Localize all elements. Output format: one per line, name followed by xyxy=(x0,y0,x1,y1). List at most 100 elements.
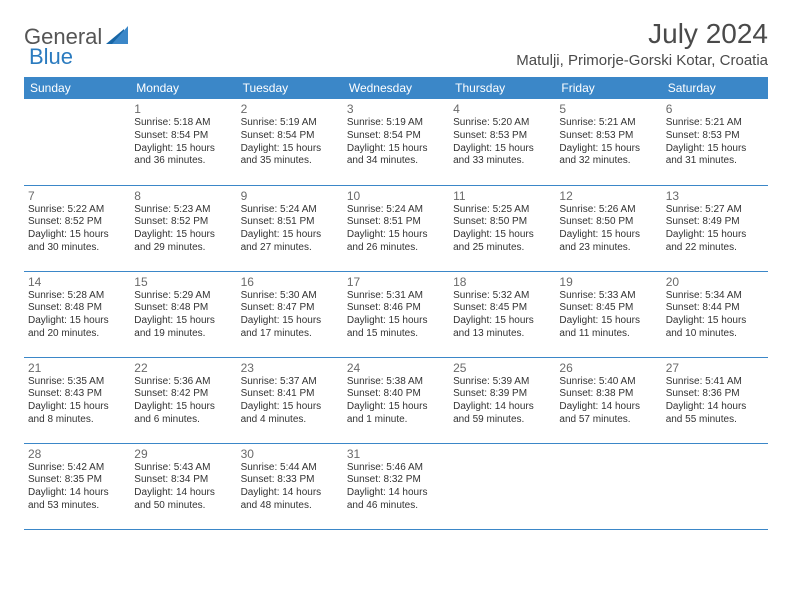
weekday-header-row: Sunday Monday Tuesday Wednesday Thursday… xyxy=(24,77,768,99)
day-info-line: Daylight: 14 hours xyxy=(241,487,339,500)
day-info-line: Daylight: 15 hours xyxy=(241,315,339,328)
day-info-line: Sunset: 8:32 PM xyxy=(347,474,445,487)
day-info-line: Daylight: 14 hours xyxy=(666,401,764,414)
day-info-line: Daylight: 15 hours xyxy=(134,315,232,328)
day-info: Sunrise: 5:44 AMSunset: 8:33 PMDaylight:… xyxy=(241,462,339,513)
day-info-line: and 23 minutes. xyxy=(559,242,657,255)
calendar-day-cell xyxy=(555,443,661,529)
day-info: Sunrise: 5:27 AMSunset: 8:49 PMDaylight:… xyxy=(666,204,764,255)
day-info-line: Sunrise: 5:31 AM xyxy=(347,290,445,303)
day-info-line: and 34 minutes. xyxy=(347,155,445,168)
day-info-line: Sunrise: 5:21 AM xyxy=(666,117,764,130)
calendar-day-cell: 30Sunrise: 5:44 AMSunset: 8:33 PMDayligh… xyxy=(237,443,343,529)
day-info-line: and 48 minutes. xyxy=(241,500,339,513)
day-info-line: Daylight: 15 hours xyxy=(666,315,764,328)
day-number: 10 xyxy=(347,189,445,203)
day-info-line: Sunset: 8:40 PM xyxy=(347,388,445,401)
calendar-day-cell: 20Sunrise: 5:34 AMSunset: 8:44 PMDayligh… xyxy=(662,271,768,357)
day-info-line: Sunset: 8:34 PM xyxy=(134,474,232,487)
day-info-line: Sunset: 8:35 PM xyxy=(28,474,126,487)
day-info-line: and 17 minutes. xyxy=(241,328,339,341)
day-info-line: Sunrise: 5:22 AM xyxy=(28,204,126,217)
day-info-line: Daylight: 15 hours xyxy=(347,401,445,414)
day-info-line: Sunset: 8:53 PM xyxy=(559,130,657,143)
day-info-line: Sunset: 8:39 PM xyxy=(453,388,551,401)
day-info-line: and 19 minutes. xyxy=(134,328,232,341)
day-info: Sunrise: 5:41 AMSunset: 8:36 PMDaylight:… xyxy=(666,376,764,427)
day-info-line: Sunset: 8:48 PM xyxy=(134,302,232,315)
day-info-line: and 26 minutes. xyxy=(347,242,445,255)
day-info: Sunrise: 5:36 AMSunset: 8:42 PMDaylight:… xyxy=(134,376,232,427)
calendar-day-cell: 29Sunrise: 5:43 AMSunset: 8:34 PMDayligh… xyxy=(130,443,236,529)
day-number: 17 xyxy=(347,275,445,289)
day-info-line: Daylight: 15 hours xyxy=(453,315,551,328)
day-info: Sunrise: 5:19 AMSunset: 8:54 PMDaylight:… xyxy=(347,117,445,168)
calendar-day-cell: 8Sunrise: 5:23 AMSunset: 8:52 PMDaylight… xyxy=(130,185,236,271)
day-info-line: Sunrise: 5:37 AM xyxy=(241,376,339,389)
day-info-line: Sunset: 8:54 PM xyxy=(134,130,232,143)
day-info-line: Sunset: 8:41 PM xyxy=(241,388,339,401)
day-info: Sunrise: 5:26 AMSunset: 8:50 PMDaylight:… xyxy=(559,204,657,255)
day-info-line: Sunset: 8:33 PM xyxy=(241,474,339,487)
day-info-line: Sunrise: 5:38 AM xyxy=(347,376,445,389)
day-info-line: and 57 minutes. xyxy=(559,414,657,427)
day-info: Sunrise: 5:39 AMSunset: 8:39 PMDaylight:… xyxy=(453,376,551,427)
day-info: Sunrise: 5:33 AMSunset: 8:45 PMDaylight:… xyxy=(559,290,657,341)
day-info-line: and 32 minutes. xyxy=(559,155,657,168)
day-info: Sunrise: 5:23 AMSunset: 8:52 PMDaylight:… xyxy=(134,204,232,255)
day-number: 19 xyxy=(559,275,657,289)
calendar-day-cell: 19Sunrise: 5:33 AMSunset: 8:45 PMDayligh… xyxy=(555,271,661,357)
day-info: Sunrise: 5:22 AMSunset: 8:52 PMDaylight:… xyxy=(28,204,126,255)
calendar-day-cell: 25Sunrise: 5:39 AMSunset: 8:39 PMDayligh… xyxy=(449,357,555,443)
calendar-day-cell: 10Sunrise: 5:24 AMSunset: 8:51 PMDayligh… xyxy=(343,185,449,271)
day-info-line: Sunset: 8:50 PM xyxy=(453,216,551,229)
calendar-day-cell: 5Sunrise: 5:21 AMSunset: 8:53 PMDaylight… xyxy=(555,99,661,185)
calendar-day-cell: 1Sunrise: 5:18 AMSunset: 8:54 PMDaylight… xyxy=(130,99,236,185)
day-info-line: Daylight: 15 hours xyxy=(28,315,126,328)
calendar-day-cell: 11Sunrise: 5:25 AMSunset: 8:50 PMDayligh… xyxy=(449,185,555,271)
day-number: 14 xyxy=(28,275,126,289)
day-info-line: Sunset: 8:49 PM xyxy=(666,216,764,229)
day-info-line: and 8 minutes. xyxy=(28,414,126,427)
day-number: 31 xyxy=(347,447,445,461)
day-info-line: Sunrise: 5:34 AM xyxy=(666,290,764,303)
weekday-header: Thursday xyxy=(449,77,555,99)
day-info-line: and 33 minutes. xyxy=(453,155,551,168)
day-info-line: Sunrise: 5:20 AM xyxy=(453,117,551,130)
day-info-line: Daylight: 15 hours xyxy=(666,143,764,156)
calendar-day-cell: 23Sunrise: 5:37 AMSunset: 8:41 PMDayligh… xyxy=(237,357,343,443)
day-info-line: Daylight: 15 hours xyxy=(28,401,126,414)
day-number: 15 xyxy=(134,275,232,289)
day-info: Sunrise: 5:42 AMSunset: 8:35 PMDaylight:… xyxy=(28,462,126,513)
weekday-header: Tuesday xyxy=(237,77,343,99)
day-info-line: Daylight: 15 hours xyxy=(666,229,764,242)
day-info-line: and 6 minutes. xyxy=(134,414,232,427)
day-info-line: Sunrise: 5:32 AM xyxy=(453,290,551,303)
day-info-line: Sunrise: 5:24 AM xyxy=(347,204,445,217)
day-info-line: and 10 minutes. xyxy=(666,328,764,341)
day-number: 6 xyxy=(666,102,764,116)
day-info-line: Sunrise: 5:36 AM xyxy=(134,376,232,389)
day-number: 3 xyxy=(347,102,445,116)
day-info-line: Sunset: 8:45 PM xyxy=(453,302,551,315)
day-info-line: Daylight: 15 hours xyxy=(241,229,339,242)
day-info-line: Sunset: 8:42 PM xyxy=(134,388,232,401)
day-info-line: Daylight: 15 hours xyxy=(134,143,232,156)
calendar-day-cell: 26Sunrise: 5:40 AMSunset: 8:38 PMDayligh… xyxy=(555,357,661,443)
day-info: Sunrise: 5:31 AMSunset: 8:46 PMDaylight:… xyxy=(347,290,445,341)
day-number: 7 xyxy=(28,189,126,203)
day-number: 4 xyxy=(453,102,551,116)
day-info: Sunrise: 5:25 AMSunset: 8:50 PMDaylight:… xyxy=(453,204,551,255)
day-info-line: Sunrise: 5:21 AM xyxy=(559,117,657,130)
day-info-line: Sunset: 8:53 PM xyxy=(453,130,551,143)
day-info-line: Sunrise: 5:33 AM xyxy=(559,290,657,303)
day-info-line: and 11 minutes. xyxy=(559,328,657,341)
page-title: July 2024 xyxy=(516,18,768,50)
day-info-line: Daylight: 14 hours xyxy=(134,487,232,500)
day-info-line: Sunrise: 5:43 AM xyxy=(134,462,232,475)
day-info-line: and 36 minutes. xyxy=(134,155,232,168)
day-info: Sunrise: 5:24 AMSunset: 8:51 PMDaylight:… xyxy=(347,204,445,255)
calendar-day-cell: 31Sunrise: 5:46 AMSunset: 8:32 PMDayligh… xyxy=(343,443,449,529)
day-number: 16 xyxy=(241,275,339,289)
day-info-line: Daylight: 15 hours xyxy=(559,315,657,328)
